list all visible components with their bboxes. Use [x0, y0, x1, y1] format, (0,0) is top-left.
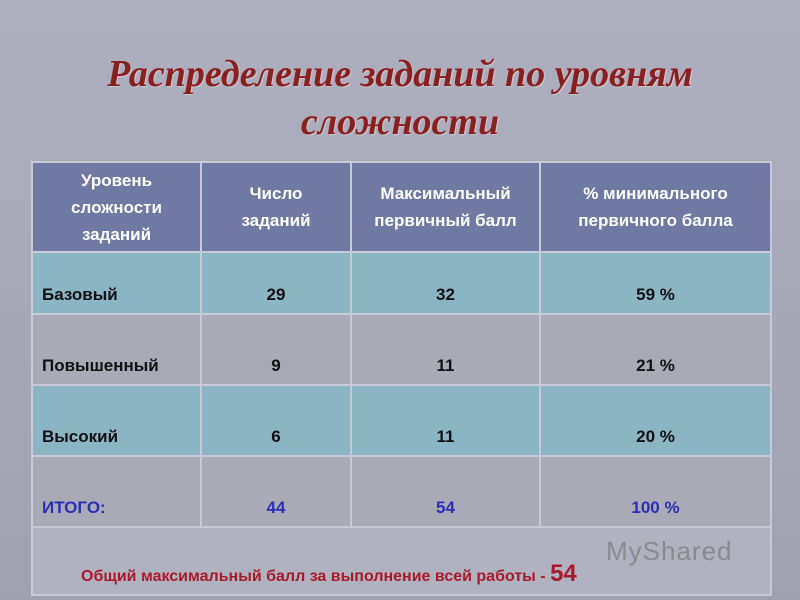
header-task-count: Число заданий [200, 161, 352, 253]
total-label: ИТОГО: [31, 455, 202, 528]
row-task-count: 29 [200, 251, 352, 315]
total-task-count: 44 [200, 455, 352, 528]
header-row: Уровень сложности заданий Число заданий … [31, 161, 772, 253]
table-row: Повышенный 9 11 21 % [31, 313, 772, 386]
row-task-count: 9 [200, 313, 352, 386]
row-level: Высокий [31, 384, 202, 457]
difficulty-table: Уровень сложности заданий Число заданий … [31, 161, 772, 596]
header-level: Уровень сложности заданий [31, 161, 202, 253]
header-min-percent: % минимального первичного балла [539, 161, 772, 253]
table-row: Высокий 6 11 20 % [31, 384, 772, 457]
row-max-score: 11 [350, 313, 541, 386]
footer-label: Общий максимальный балл за выполнение вс… [81, 568, 546, 585]
footer-cell: Общий максимальный балл за выполнение вс… [31, 526, 772, 596]
footer-total-score: 54 [550, 560, 577, 587]
total-min-percent: 100 % [539, 455, 772, 528]
total-row: ИТОГО: 44 54 100 % [31, 455, 772, 528]
title-line-2: сложности [300, 101, 500, 143]
row-max-score: 32 [350, 251, 541, 315]
slide-title: Распределение заданий по уровням сложнос… [0, 50, 800, 146]
row-min-percent: 21 % [539, 313, 772, 386]
row-level: Повышенный [31, 313, 202, 386]
table-row: Базовый 29 32 59 % [31, 251, 772, 315]
row-task-count: 6 [200, 384, 352, 457]
row-max-score: 11 [350, 384, 541, 457]
header-max-score: Максимальный первичный балл [350, 161, 541, 253]
title-line-1: Распределение заданий по уровням [107, 53, 693, 95]
row-level: Базовый [31, 251, 202, 315]
row-min-percent: 20 % [539, 384, 772, 457]
footer-row: Общий максимальный балл за выполнение вс… [31, 526, 772, 596]
row-min-percent: 59 % [539, 251, 772, 315]
total-max-score: 54 [350, 455, 541, 528]
watermark-logo: MyShared [606, 536, 733, 566]
